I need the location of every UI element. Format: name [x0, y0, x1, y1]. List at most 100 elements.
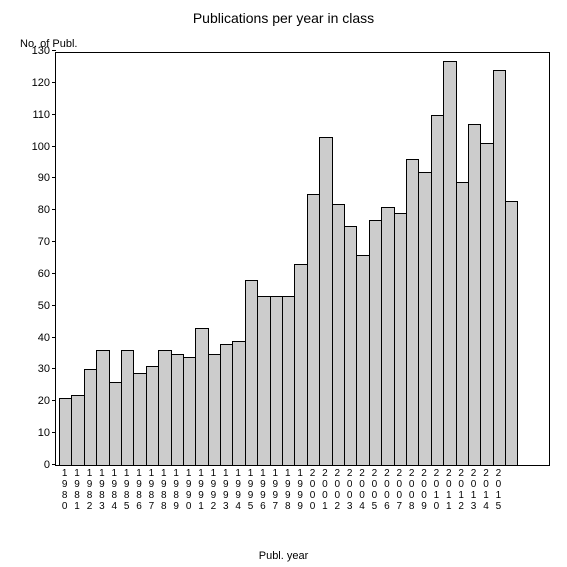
- bar: [493, 70, 506, 465]
- bar: [208, 354, 221, 465]
- xaxis-tick-label: 2010: [430, 468, 443, 512]
- bar: [319, 137, 332, 465]
- bars-group: [56, 53, 549, 465]
- xaxis-tick-label: 1992: [207, 468, 220, 512]
- bar: [109, 382, 122, 465]
- xaxis-tick-label: 1980: [58, 468, 71, 512]
- xaxis-tick-label: 2015: [492, 468, 505, 512]
- xaxis-tick-label: 1995: [244, 468, 257, 512]
- bar: [332, 204, 345, 465]
- bar: [394, 213, 407, 465]
- bar: [468, 124, 481, 465]
- yaxis-tick-mark: [52, 368, 56, 369]
- yaxis-tick-label: 40: [38, 332, 56, 344]
- xaxis-tick-label: 1982: [83, 468, 96, 512]
- yaxis-tick-mark: [52, 114, 56, 115]
- bar: [195, 328, 208, 465]
- bar: [480, 143, 493, 465]
- xaxis-tick-label: 1984: [108, 468, 121, 512]
- bar: [307, 194, 320, 465]
- bar: [121, 350, 134, 465]
- bar: [59, 398, 72, 465]
- yaxis-tick-mark: [52, 305, 56, 306]
- xaxis-tick-label: 1994: [231, 468, 244, 512]
- xaxis-tick-label: 1983: [95, 468, 108, 512]
- yaxis-tick-mark: [52, 209, 56, 210]
- yaxis-tick-label: 30: [38, 363, 56, 375]
- xaxis-tick-label: 1991: [194, 468, 207, 512]
- yaxis-tick-mark: [52, 400, 56, 401]
- bar: [257, 296, 270, 465]
- bar: [443, 61, 456, 465]
- bar: [282, 296, 295, 465]
- bar: [381, 207, 394, 465]
- bar: [294, 264, 307, 465]
- yaxis-tick-label: 10: [38, 427, 56, 439]
- yaxis-tick-mark: [52, 50, 56, 51]
- xaxis-tick-label: 2007: [393, 468, 406, 512]
- xaxis-tick-label: 1990: [182, 468, 195, 512]
- xaxis-tick-label: 2014: [479, 468, 492, 512]
- xaxis-tick-label: 2011: [442, 468, 455, 512]
- yaxis-tick-label: 110: [32, 109, 56, 121]
- xaxis-tick-label: 1996: [256, 468, 269, 512]
- bar: [71, 395, 84, 465]
- xaxis-tick-label: 2005: [368, 468, 381, 512]
- bar: [232, 341, 245, 465]
- bar: [146, 366, 159, 465]
- xaxis-tick-label: 2000: [306, 468, 319, 512]
- yaxis-tick-label: 80: [38, 204, 56, 216]
- bar: [220, 344, 233, 465]
- xaxis-tick-label: 2004: [355, 468, 368, 512]
- xaxis-tick-label: 2003: [343, 468, 356, 512]
- bar: [245, 280, 258, 465]
- yaxis-tick-mark: [52, 241, 56, 242]
- bar: [505, 201, 518, 465]
- yaxis-tick-mark: [52, 82, 56, 83]
- bar: [406, 159, 419, 465]
- xaxis-tick-label: 1989: [170, 468, 183, 512]
- xaxis-tick-label: 2002: [331, 468, 344, 512]
- bar: [344, 226, 357, 465]
- yaxis-tick-label: 120: [32, 77, 56, 89]
- xaxis-tick-label: 1998: [281, 468, 294, 512]
- xaxis-tick-labels: 1980198119821983198419851986198719881989…: [55, 468, 550, 512]
- xaxis-label: Publ. year: [0, 550, 567, 562]
- yaxis-tick-mark: [52, 273, 56, 274]
- bar: [84, 369, 97, 465]
- yaxis-tick-label: 90: [38, 172, 56, 184]
- xaxis-tick-label: 1986: [132, 468, 145, 512]
- yaxis-tick-label: 50: [38, 300, 56, 312]
- xaxis-tick-label: 2012: [455, 468, 468, 512]
- yaxis-tick-mark: [52, 146, 56, 147]
- bar: [158, 350, 171, 465]
- bar: [456, 182, 469, 465]
- xaxis-tick-label: 2006: [380, 468, 393, 512]
- yaxis-tick-label: 70: [38, 236, 56, 248]
- xaxis-tick-label: 1987: [145, 468, 158, 512]
- chart-container: Publications per year in class No. of Pu…: [0, 0, 567, 567]
- xaxis-tick-label: 1985: [120, 468, 133, 512]
- bar: [369, 220, 382, 465]
- bar: [133, 373, 146, 465]
- yaxis-tick-label: 100: [32, 141, 56, 153]
- yaxis-tick-mark: [52, 337, 56, 338]
- xaxis-tick-label: 1988: [157, 468, 170, 512]
- xaxis-tick-label: 2009: [417, 468, 430, 512]
- yaxis-tick-label: 130: [32, 45, 56, 57]
- yaxis-tick-mark: [52, 177, 56, 178]
- xaxis-tick-label: 2013: [467, 468, 480, 512]
- bar: [183, 357, 196, 465]
- yaxis-tick-mark: [52, 464, 56, 465]
- xaxis-tick-label: 1999: [293, 468, 306, 512]
- chart-title: Publications per year in class: [0, 10, 567, 26]
- yaxis-tick-mark: [52, 432, 56, 433]
- xaxis-tick-label: 1993: [219, 468, 232, 512]
- yaxis-tick-label: 60: [38, 268, 56, 280]
- bar: [356, 255, 369, 465]
- xaxis-tick-label: 2001: [318, 468, 331, 512]
- bar: [270, 296, 283, 465]
- plot-area: 0102030405060708090100110120130: [55, 52, 550, 466]
- xaxis-tick-label: 1981: [70, 468, 83, 512]
- bar: [171, 354, 184, 465]
